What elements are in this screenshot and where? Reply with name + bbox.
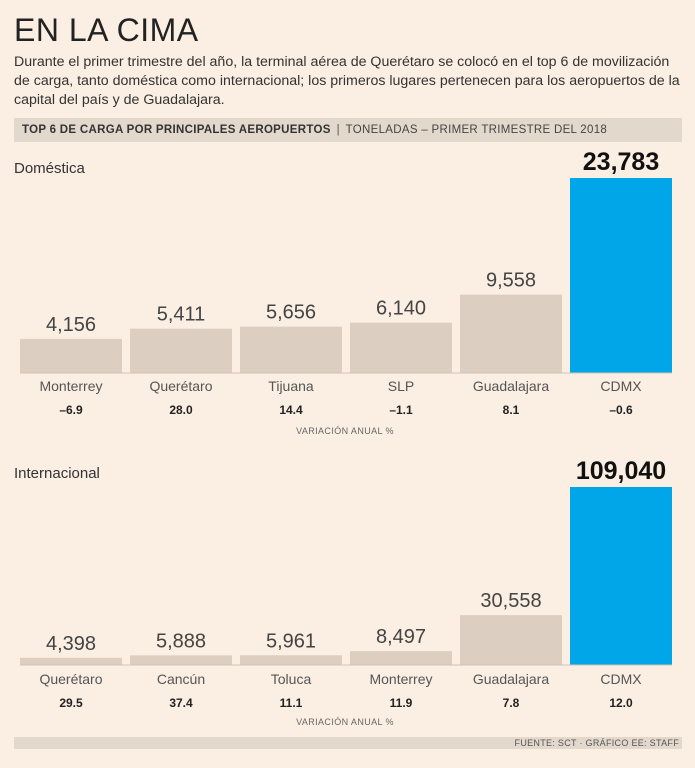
page-title: EN LA CIMA [14, 12, 199, 48]
international-section-title: Internacional [14, 465, 100, 482]
chart-header-title: TOP 6 DE CARGA POR PRINCIPALES AEROPUERT… [22, 124, 331, 136]
domestic-value-label: 5,656 [266, 302, 316, 324]
domestic-category-label: Guadalajara [473, 378, 549, 394]
domestic-bar [460, 294, 562, 373]
domestic-variation-value: –1.1 [389, 403, 413, 417]
domestic-variation-value: –6.9 [59, 403, 83, 417]
international-value-label: 30,558 [480, 590, 541, 612]
international-variation-value: 11.9 [390, 696, 413, 710]
domestic-category-label: Monterrey [39, 378, 102, 394]
footer-bar [14, 737, 682, 749]
domestic-value-label: 5,411 [157, 304, 206, 326]
international-category-label: Guadalajara [473, 671, 549, 687]
domestic-category-label: CDMX [600, 378, 642, 394]
international-bar [460, 615, 562, 665]
chart-header-separator: | [336, 124, 340, 136]
domestic-category-label: Tijuana [268, 378, 314, 394]
chart-header: TOP 6 DE CARGA POR PRINCIPALES AEROPUERT… [14, 118, 682, 142]
domestic-category-label: SLP [388, 378, 414, 394]
international-value-label: 5,888 [156, 630, 206, 652]
domestic-variation-value: 8.1 [503, 403, 520, 417]
international-value-label: 8,497 [376, 626, 426, 648]
international-value-label: 109,040 [576, 457, 666, 485]
international-category-label: Querétaro [39, 671, 102, 687]
domestic-bar [130, 328, 232, 373]
domestic-value-label: 9,558 [486, 270, 536, 292]
domestic-variation-value: 28.0 [169, 403, 193, 417]
international-bar [350, 651, 452, 665]
domestic-variation-value: –0.6 [609, 403, 633, 417]
international-value-label: 4,398 [46, 633, 96, 655]
international-bar [240, 655, 342, 665]
domestic-category-label: Querétaro [149, 378, 212, 394]
domestic-bar [350, 322, 452, 373]
international-variation-axis-label: VARIACIÓN ANUAL % [296, 717, 394, 727]
international-category-label: Monterrey [369, 671, 432, 687]
domestic-bar [240, 326, 342, 373]
domestic-variation-axis-label: VARIACIÓN ANUAL % [296, 426, 394, 436]
international-variation-value: 11.1 [280, 696, 303, 710]
international-variation-value: 29.5 [59, 696, 83, 710]
domestic-bar [20, 338, 122, 373]
international-variation-value: 7.8 [503, 696, 520, 710]
international-value-label: 5,961 [266, 630, 316, 652]
international-category-label: Cancún [157, 671, 205, 687]
page-subtitle: Durante el primer trimestre del año, la … [14, 54, 680, 108]
international-bar [20, 657, 122, 665]
international-bar [130, 655, 232, 665]
source-note: FUENTE: SCT · GRÁFICO EE: STAFF [514, 738, 679, 748]
international-variation-value: 12.0 [609, 696, 633, 710]
domestic-variation-value: 14.4 [279, 403, 303, 417]
international-category-label: Toluca [271, 671, 312, 687]
international-variation-value: 37.4 [169, 696, 193, 710]
international-category-label: CDMX [600, 671, 642, 687]
international-bar [570, 487, 672, 665]
domestic-value-label: 6,140 [376, 298, 426, 320]
domestic-bar [570, 178, 672, 373]
domestic-value-label: 4,156 [46, 314, 96, 336]
domestic-section-title: Doméstica [14, 160, 85, 177]
domestic-value-label: 23,783 [583, 148, 659, 176]
chart-header-units: TONELADAS – PRIMER TRIMESTRE DEL 2018 [345, 124, 608, 136]
